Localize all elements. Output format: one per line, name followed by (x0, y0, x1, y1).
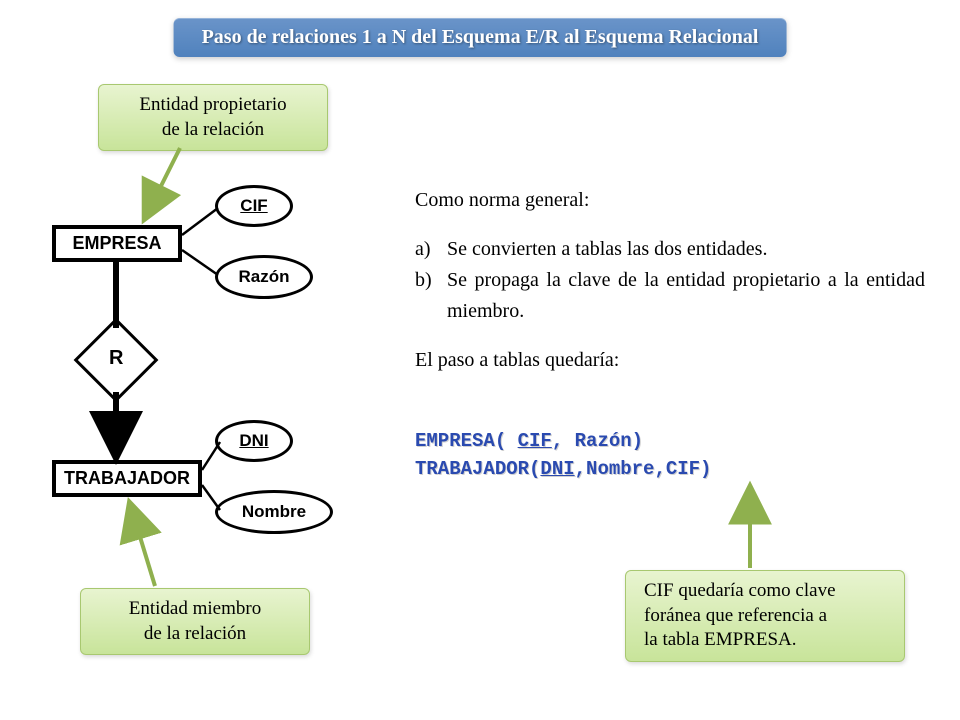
callout-member: Entidad miembro de la relación (80, 588, 310, 655)
text-a: Se convierten a tablas las dos entidades… (447, 234, 925, 265)
callout-fk-line1: CIF quedaría como clave (644, 580, 836, 601)
schema-l1-key: CIF (518, 430, 552, 452)
callout-owner-line2: de la relación (162, 119, 264, 140)
callout-member-line1: Entidad miembro (129, 598, 261, 619)
relation-label: R (109, 347, 123, 370)
callout-owner: Entidad propietario de la relación (98, 84, 328, 151)
callout-member-line2: de la relación (144, 623, 246, 644)
page-title: Paso de relaciones 1 a N del Esquema E/R… (174, 18, 787, 57)
text-b-label: b) (415, 265, 447, 327)
attr-dni: DNI (215, 420, 293, 462)
text-intro: Como norma general: (415, 185, 925, 216)
schema-trabajador: TRABAJADOR(DNI,Nombre,CIF) (415, 458, 711, 480)
text-a-label: a) (415, 234, 447, 265)
callout-owner-line1: Entidad propietario (139, 94, 286, 115)
schema-empresa: EMPRESA( CIF, Razón) (415, 430, 643, 452)
entity-empresa: EMPRESA (52, 225, 182, 262)
explanation-text: Como norma general: a) Se convierten a t… (415, 185, 925, 376)
callout-fk-line3: la tabla EMPRESA. (644, 629, 797, 650)
schema-l2-post: ,Nombre,CIF) (575, 458, 712, 480)
callout-fk-line2: foránea que referencia a (644, 605, 827, 626)
schema-l2-pre: TRABAJADOR( (415, 458, 540, 480)
attr-cif: CIF (215, 185, 293, 227)
attr-nombre: Nombre (215, 490, 333, 534)
text-outro: El paso a tablas quedaría: (415, 345, 925, 376)
schema-l1-pre: EMPRESA( (415, 430, 518, 452)
text-b: Se propaga la clave de la entidad propie… (447, 265, 925, 327)
schema-l1-post: , Razón) (552, 430, 643, 452)
attr-razon: Razón (215, 255, 313, 299)
callout-fk: CIF quedaría como clave foránea que refe… (625, 570, 905, 662)
entity-trabajador: TRABAJADOR (52, 460, 202, 497)
schema-l2-key: DNI (540, 458, 574, 480)
